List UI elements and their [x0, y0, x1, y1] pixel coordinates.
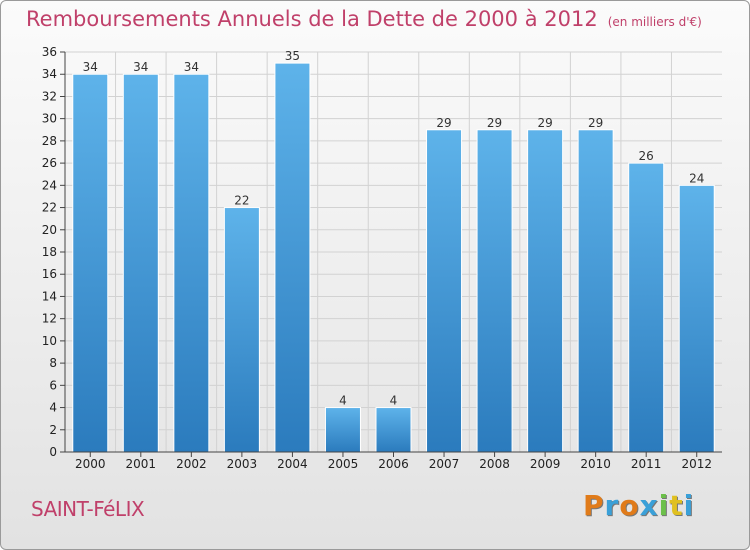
y-tick-label: 10	[42, 334, 57, 348]
bar-2011	[628, 162, 665, 453]
logo-letter: i	[658, 489, 670, 522]
logo-letter: i	[683, 489, 695, 522]
y-tick-label: 24	[42, 178, 57, 192]
y-tick-label: 26	[42, 156, 57, 170]
logo-letter: t	[669, 489, 684, 522]
y-tick-label: 30	[42, 112, 57, 126]
x-tick-label: 2008	[479, 457, 510, 471]
x-tick-label: 2001	[126, 457, 157, 471]
bar-2000	[72, 73, 109, 453]
bar-2010	[577, 129, 614, 453]
x-tick-label: 2003	[227, 457, 258, 471]
chart-title-text: Remboursements Annuels de la Dette de 20…	[26, 7, 598, 31]
y-tick-label: 0	[49, 445, 57, 459]
x-tick-label: 2010	[580, 457, 611, 471]
y-tick-label: 4	[49, 401, 57, 415]
bar-value-label: 29	[537, 116, 552, 130]
x-tick-label: 2011	[631, 457, 662, 471]
bar-value-label: 34	[133, 60, 148, 74]
y-tick-label: 16	[42, 267, 57, 281]
bar-value-label: 26	[639, 149, 654, 163]
bar-2004	[274, 62, 311, 453]
bar-value-label: 29	[588, 116, 603, 130]
y-tick-label: 12	[42, 312, 57, 326]
x-tick-label: 2007	[429, 457, 460, 471]
bar-value-label: 4	[390, 394, 398, 408]
logo-letter: o	[619, 489, 640, 522]
bar-value-label: 29	[487, 116, 502, 130]
bar-value-label: 29	[436, 116, 451, 130]
bar-2002	[173, 73, 210, 453]
x-tick-label: 2004	[277, 457, 308, 471]
bar-value-label: 4	[339, 394, 347, 408]
y-tick-label: 20	[42, 223, 57, 237]
x-tick-label: 2005	[328, 457, 359, 471]
y-tick-label: 2	[49, 423, 57, 437]
bar-value-label: 24	[689, 171, 704, 185]
commune-name: SAINT-FéLIX	[31, 497, 145, 521]
bar-2003	[223, 207, 260, 453]
x-tick-label: 2009	[530, 457, 561, 471]
grid-layer	[65, 51, 722, 452]
bar-2006	[375, 407, 412, 453]
proxiti-logo: Proxiti	[583, 489, 694, 522]
chart-title: Remboursements Annuels de la Dette de 20…	[26, 7, 702, 31]
bar-2008	[476, 129, 513, 453]
y-tick-label: 8	[49, 356, 57, 370]
y-tick-label: 34	[42, 67, 57, 81]
logo-letter: x	[639, 489, 659, 522]
bar-layer: 34 34 34 22 35 4 4 29 29 29 29 26 24	[72, 49, 715, 453]
bar-value-label: 34	[184, 60, 199, 74]
bar-value-label: 22	[234, 194, 249, 208]
logo-letter: r	[604, 489, 620, 522]
y-tick-label: 28	[42, 134, 57, 148]
bar-2012	[678, 184, 715, 453]
y-tick-label: 32	[42, 89, 57, 103]
x-tick-label: 2012	[681, 457, 712, 471]
bar-2009	[527, 129, 564, 453]
x-tick-label: 2006	[378, 457, 409, 471]
bar-2001	[122, 73, 159, 453]
y-tick-label: 14	[42, 289, 57, 303]
logo-letter: P	[583, 489, 605, 522]
y-tick-label: 36	[42, 45, 57, 59]
bar-2005	[324, 407, 361, 453]
x-tick-label: 2002	[176, 457, 207, 471]
bar-value-label: 34	[83, 60, 98, 74]
bar-value-label: 35	[285, 49, 300, 63]
x-tick-label: 2000	[75, 457, 106, 471]
bar-2007	[426, 129, 463, 453]
y-tick-label: 22	[42, 201, 57, 215]
y-tick-label: 6	[49, 378, 57, 392]
chart-unit: (en milliers d'€)	[607, 15, 702, 29]
y-tick-label: 18	[42, 245, 57, 259]
